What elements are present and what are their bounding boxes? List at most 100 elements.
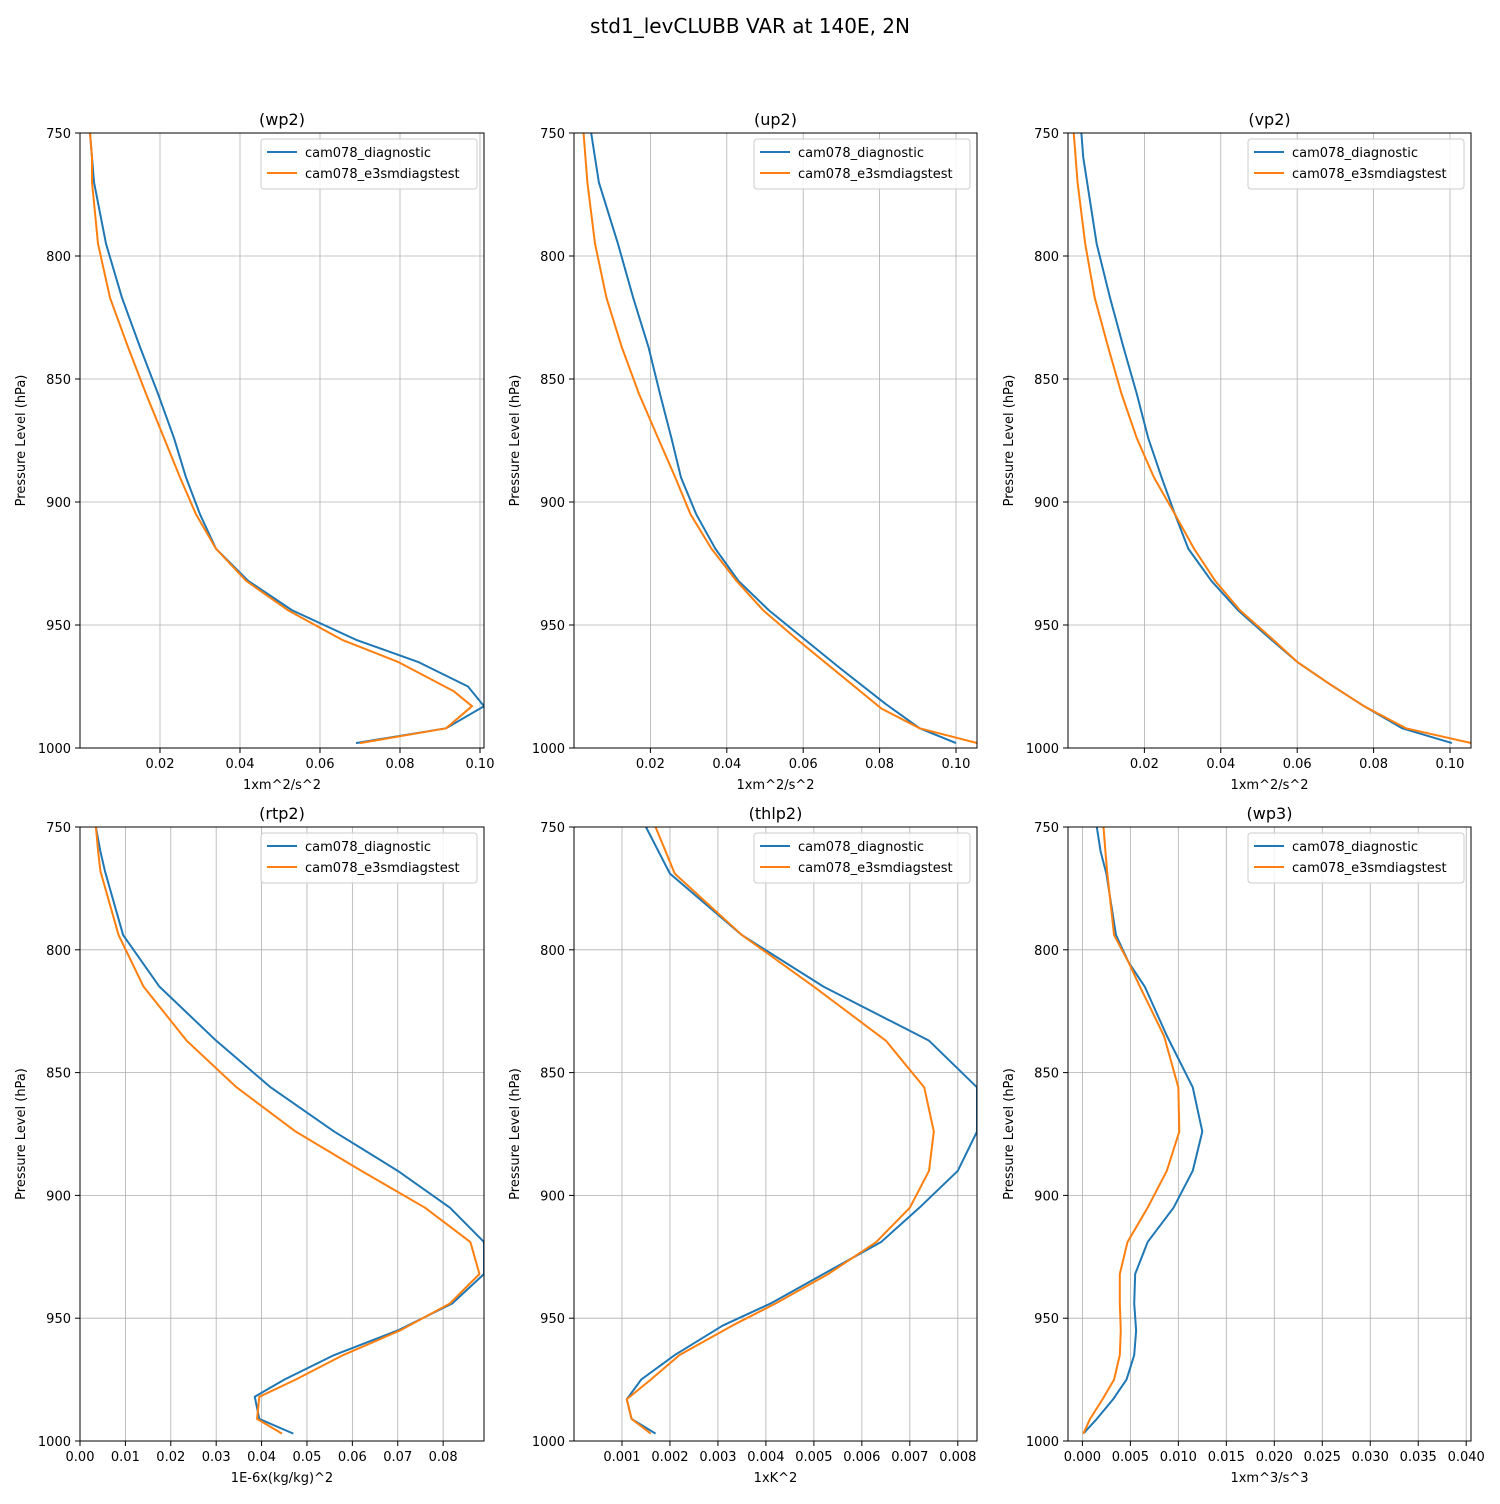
y-tick-label: 850 [540,373,565,388]
series-line-cam078_diagnostic [94,826,484,1435]
x-tick-label: 0.040 [1448,1450,1485,1465]
legend-label: cam078_diagnostic [798,840,924,855]
x-tick-label: 0.020 [1256,1450,1293,1465]
y-tick-label: 950 [540,619,565,634]
subplot-title: (up2) [754,110,797,129]
x-tick-label: 0.00 [66,1450,95,1465]
series-line-cam078_e3smdiagstest [1072,132,1471,745]
subplot-vp2: 0.02 0.04 0.06 0.08 0.10 750 800 850 900 950 1000 (… [1002,110,1472,793]
y-tick-label: 1000 [38,1435,71,1450]
y-tick-label: 850 [540,1067,565,1082]
x-tick-label: 0.01 [111,1450,140,1465]
legend: cam078_diagnostic cam078_e3smdiagstest [1247,832,1465,884]
x-tick-label: 0.06 [789,757,818,772]
y-tick-label: 1000 [38,742,71,757]
x-tick-label: 0.035 [1400,1450,1437,1465]
x-tick-label: 0.06 [1283,757,1312,772]
y-tick-label: 750 [540,127,565,142]
x-tick-label: 0.08 [1359,757,1388,772]
y-tick-label: 750 [46,821,71,836]
legend-frame [753,832,971,884]
x-tick-label: 0.02 [1130,757,1159,772]
series-line-cam078_diagnostic [1082,826,1204,1435]
y-tick-label: 950 [1034,1312,1059,1327]
y-tick-label: 1000 [532,1435,565,1450]
legend-frame [260,138,478,190]
legend-label: cam078_diagnostic [1292,146,1418,161]
y-tick-label: 900 [540,496,565,511]
axes-frame [573,132,978,749]
y-axis-label: Pressure Level (hPa) [508,375,523,507]
x-tick-label: 0.06 [338,1450,367,1465]
subplot-title: (rtp2) [259,804,305,823]
y-tick-label: 800 [1034,250,1059,265]
x-tick-label: 0.08 [429,1450,458,1465]
x-tick-label: 0.02 [146,757,175,772]
x-axis-label: 1xm^2/s^2 [736,778,814,793]
y-tick-label: 800 [540,250,565,265]
subplot-thlp2: 0.001 0.002 0.003 0.004 0.005 0.006 0.007 0.008… [508,804,978,1486]
x-tick-label: 0.030 [1352,1450,1389,1465]
y-tick-label: 850 [1034,1067,1059,1082]
y-axis-label: Pressure Level (hPa) [508,1068,523,1200]
x-tick-label: 0.015 [1208,1450,1245,1465]
x-tick-label: 0.025 [1304,1450,1341,1465]
y-axis-label: Pressure Level (hPa) [1002,375,1017,507]
y-tick-label: 900 [1034,1189,1059,1204]
x-tick-label: 0.04 [226,757,255,772]
y-tick-label: 1000 [1026,742,1059,757]
legend-frame [1247,832,1465,884]
series-line-cam078_diagnostic [625,826,977,1435]
subplot-rtp2: 0.00 0.01 0.02 0.03 0.04 0.05 0.06 0.07 0.08 750 8… [14,804,485,1486]
y-tick-label: 900 [46,496,71,511]
x-tick-label: 0.06 [306,757,335,772]
x-tick-label: 0.04 [1206,757,1235,772]
subplot-wp3: 0.000 0.005 0.010 0.015 0.020 0.025 0.030 0.035… [1002,804,1485,1486]
legend-label: cam078_e3smdiagstest [798,167,953,182]
figure-title: std1_levCLUBB VAR at 140E, 2N [590,14,910,38]
y-tick-label: 750 [540,821,565,836]
legend-frame [1247,138,1465,190]
axes-frame [1067,132,1472,749]
subplot-title: (thlp2) [749,804,803,823]
legend-label: cam078_e3smdiagstest [305,861,460,876]
x-tick-label: 0.005 [1112,1450,1149,1465]
y-tick-label: 950 [540,1312,565,1327]
y-tick-label: 950 [1034,619,1059,634]
x-tick-label: 0.03 [202,1450,231,1465]
x-axis-label: 1xm^3/s^3 [1230,1471,1308,1486]
y-axis-label: Pressure Level (hPa) [14,1068,29,1200]
legend-label: cam078_e3smdiagstest [798,861,953,876]
legend-label: cam078_e3smdiagstest [1292,167,1447,182]
x-tick-label: 0.006 [843,1450,880,1465]
x-axis-label: 1E-6x(kg/kg)^2 [231,1471,333,1486]
y-tick-label: 1000 [532,742,565,757]
legend: cam078_diagnostic cam078_e3smdiagstest [753,138,971,190]
x-tick-label: 0.05 [292,1450,321,1465]
x-tick-label: 0.005 [795,1450,832,1465]
subplot-title: (wp3) [1247,804,1293,823]
x-tick-label: 0.003 [699,1450,736,1465]
x-tick-label: 0.08 [865,757,894,772]
x-tick-label: 0.000 [1064,1450,1101,1465]
series-line-cam078_diagnostic [89,132,484,745]
series-line-cam078_e3smdiagstest [94,826,481,1435]
x-axis-label: 1xK^2 [754,1471,798,1486]
x-tick-label: 0.07 [383,1450,412,1465]
axes-frame [1067,826,1472,1442]
series-line-cam078_diagnostic [590,132,957,745]
y-tick-label: 800 [1034,944,1059,959]
y-tick-label: 900 [540,1189,565,1204]
y-tick-label: 800 [46,944,71,959]
y-tick-label: 950 [46,619,71,634]
x-tick-label: 0.02 [636,757,665,772]
y-tick-label: 900 [1034,496,1059,511]
axes-frame [79,826,485,1442]
y-tick-label: 950 [46,1312,71,1327]
x-tick-label: 0.08 [386,757,415,772]
x-tick-label: 0.007 [891,1450,928,1465]
subplot-wp2: 0.02 0.04 0.06 0.08 0.10 750 800 850 900 950 1000 (… [14,110,494,793]
y-tick-label: 1000 [1026,1435,1059,1450]
y-tick-label: 750 [1034,821,1059,836]
